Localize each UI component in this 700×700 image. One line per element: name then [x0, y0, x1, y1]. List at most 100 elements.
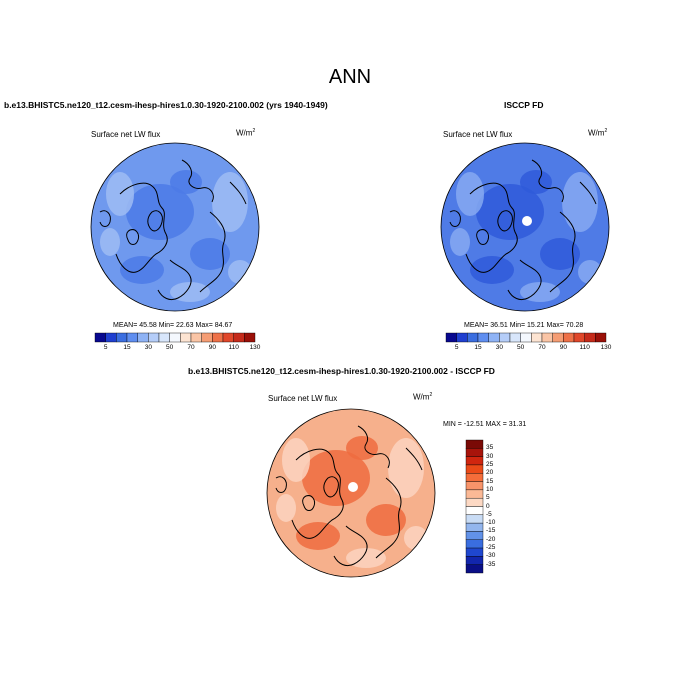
model-variable-label: Surface net LW flux [91, 130, 161, 139]
obs-colorbar-swatch [477, 332, 489, 343]
obs-colorbar-swatch [563, 332, 575, 343]
diff-colorbar-swatch [465, 522, 484, 532]
model-colorbar [94, 332, 256, 343]
diff-colorbar-swatch [465, 497, 484, 507]
diff-colorbar-swatch [465, 456, 484, 466]
diff-field-patch [296, 522, 340, 550]
obs-coastline [497, 210, 513, 232]
obs-coastline [476, 229, 489, 245]
model-colorbar-tick-label: 90 [208, 344, 216, 351]
model-colorbar-swatch [233, 332, 245, 343]
obs-colorbar-swatch [541, 332, 553, 343]
model-field-patch [170, 170, 202, 194]
model-field-patch [212, 172, 248, 232]
diff-colorbar-swatch [465, 506, 484, 516]
diff-colorbar-tick-label: 30 [486, 452, 494, 460]
obs-field-patch [470, 256, 514, 284]
obs-coastline [465, 182, 518, 273]
diff-colorbar-tick-label: 15 [486, 477, 494, 485]
model-field-patch [120, 256, 164, 284]
obs-colorbar-tick-label: 5 [454, 344, 459, 351]
diff-colorbar-tick-label: -30 [486, 552, 496, 560]
obs-variable-label: Surface net LW flux [443, 130, 513, 139]
diff-colorbar-tick-label: 0 [486, 502, 490, 510]
obs-colorbar-tick-label: 15 [474, 344, 482, 351]
model-field-patch [100, 228, 120, 256]
obs-colorbar-tick-label: 70 [538, 344, 546, 351]
model-colorbar-ticks: 5 15 30 50 70 90 110 130 [95, 344, 261, 354]
model-colorbar-swatch [148, 332, 160, 343]
model-colorbar-swatch [137, 332, 149, 343]
model-polar-map [90, 142, 260, 312]
model-coastline [99, 210, 111, 227]
obs-pole-hole [522, 216, 532, 226]
diff-colorbar-swatch [465, 539, 484, 549]
diff-variable-label: Surface net LW flux [268, 394, 338, 403]
model-colorbar-swatch [169, 332, 181, 343]
model-colorbar-tick-label: 15 [123, 344, 131, 351]
obs-colorbar-swatch [573, 332, 585, 343]
model-colorbar-swatch [244, 332, 256, 343]
diff-coastline [405, 447, 423, 471]
obs-colorbar-tick-label: 130 [600, 344, 612, 351]
model-colorbar-swatch [222, 332, 234, 343]
diff-colorbar-swatch [465, 547, 484, 557]
obs-colorbar-tick-label: 110 [579, 344, 590, 351]
diff-colorbar-tick-label: -35 [486, 560, 496, 568]
diff-colorbar-tick-label: 5 [486, 494, 490, 502]
diff-colorbar-tick-label: -5 [486, 510, 492, 518]
model-coastline [181, 159, 214, 203]
obs-coastline [449, 210, 461, 227]
diff-units-label: W/m2 [413, 392, 433, 402]
diff-field-patch [346, 436, 378, 460]
diff-colorbar-tick-label: 20 [486, 469, 494, 477]
obs-colorbar-swatch [445, 332, 457, 343]
obs-colorbar-swatch [488, 332, 500, 343]
obs-colorbar-swatch [509, 332, 521, 343]
diff-colorbar-swatch [465, 556, 484, 565]
obs-colorbar-tick-label: 90 [559, 344, 567, 351]
model-coastline [126, 229, 139, 245]
obs-field-patch [562, 172, 598, 232]
model-colorbar-swatch [212, 332, 224, 343]
model-colorbar-tick-label: 30 [144, 344, 152, 351]
model-colorbar-swatch [201, 332, 213, 343]
obs-colorbar-swatch [531, 332, 543, 343]
diff-colorbar-tick-label: -10 [486, 519, 496, 527]
model-colorbar-swatch [190, 332, 202, 343]
model-colorbar-swatch [126, 332, 138, 343]
model-colorbar-swatch [158, 332, 170, 343]
diff-coastline [302, 495, 315, 511]
model-map-border [90, 142, 260, 312]
diff-field-patch [388, 438, 424, 498]
model-colorbar-tick-label: 110 [228, 344, 239, 351]
obs-case-title: ISCCP FD [504, 100, 544, 110]
diff-colorbar-tick-label: -15 [486, 527, 496, 535]
obs-polar-map [440, 142, 610, 312]
model-colorbar-swatch [94, 332, 106, 343]
obs-units-label: W/m2 [588, 128, 608, 138]
obs-colorbar-tick-label: 50 [517, 344, 525, 351]
obs-colorbar-swatch [552, 332, 564, 343]
diff-coastline [333, 525, 368, 567]
diff-colorbar-swatch [465, 481, 484, 491]
diff-colorbar-swatch [465, 448, 484, 457]
diff-coastline [275, 476, 287, 493]
model-colorbar-swatch [180, 332, 192, 343]
model-colorbar-swatch [116, 332, 128, 343]
obs-field-patch [520, 170, 552, 194]
obs-map-border [440, 142, 610, 312]
model-units-label: W/m2 [236, 128, 256, 138]
diff-pole-hole [348, 482, 358, 492]
model-stats: MEAN= 45.58 Min= 22.63 Max= 84.67 [113, 322, 233, 329]
model-colorbar-tick-label: 5 [103, 344, 108, 351]
obs-field-patch [540, 238, 580, 270]
model-coastline [157, 259, 192, 301]
diff-stats: MIN = -12.51 MAX = 31.31 [443, 421, 527, 428]
obs-colorbar-swatch [595, 332, 607, 343]
obs-colorbar-swatch [467, 332, 479, 343]
diff-colorbar-swatch [465, 464, 484, 474]
diff-coastline [291, 448, 344, 539]
model-coastline [115, 182, 168, 273]
obs-colorbar-ticks: 5 15 30 50 70 90 110 130 [446, 344, 612, 354]
